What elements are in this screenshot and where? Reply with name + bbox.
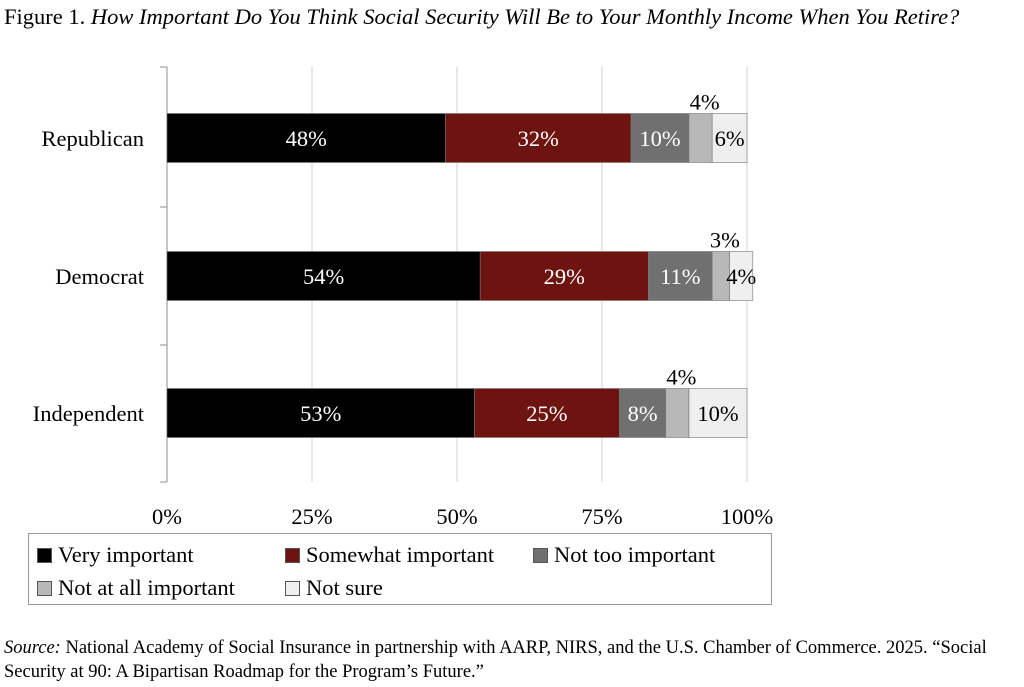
legend-item-not-at-all-important: Not at all important	[37, 574, 235, 602]
data-label: 48%	[286, 126, 327, 151]
legend-item-not-too-important: Not too important	[533, 541, 715, 569]
legend-item-very-important: Very important	[37, 541, 194, 569]
x-tick-label: 75%	[581, 504, 622, 529]
x-tick-label: 100%	[721, 504, 774, 529]
source-note: Source: National Academy of Social Insur…	[4, 636, 1014, 684]
chart-legend: Very important Somewhat important Not to…	[28, 533, 772, 605]
figure-question: How Important Do You Think Social Securi…	[90, 4, 960, 29]
figure-title: Figure 1. How Important Do You Think Soc…	[4, 2, 1014, 31]
legend-item-somewhat-important: Somewhat important	[285, 541, 494, 569]
x-tick-label: 25%	[291, 504, 332, 529]
legend-label: Somewhat important	[306, 542, 495, 567]
bar-segment	[665, 388, 690, 438]
data-label: 53%	[300, 401, 341, 426]
category-label: Democrat	[55, 264, 144, 289]
data-label: 11%	[660, 264, 700, 289]
source-text: National Academy of Social Insurance in …	[4, 638, 987, 682]
data-label: 25%	[526, 401, 567, 426]
legend-label: Not too important	[554, 542, 716, 567]
data-label: 32%	[518, 126, 559, 151]
bar-segment	[688, 388, 748, 438]
bar-segment	[166, 251, 481, 301]
category-label: Republican	[42, 126, 144, 151]
x-tick-label: 50%	[436, 504, 477, 529]
data-label: 3%	[710, 228, 740, 253]
data-label: 6%	[715, 126, 745, 151]
legend-label: Very important	[58, 542, 194, 567]
legend-item-not-sure: Not sure	[285, 574, 383, 602]
legend-label: Not at all important	[58, 575, 235, 600]
bar-segment	[166, 113, 446, 163]
data-label: 54%	[303, 264, 344, 289]
legend-swatch	[37, 580, 52, 596]
figure-label: Figure 1.	[4, 4, 86, 29]
legend-swatch	[285, 547, 300, 563]
data-label: 10%	[697, 401, 738, 426]
data-label: 4%	[726, 264, 756, 289]
bar-segment	[479, 251, 649, 301]
data-label: 8%	[628, 401, 658, 426]
source-label: Source:	[4, 638, 61, 658]
legend-label: Not sure	[306, 575, 383, 600]
x-tick-label: 0%	[152, 504, 182, 529]
bar-segment	[630, 113, 690, 163]
data-label: 10%	[639, 126, 680, 151]
data-label: 4%	[690, 90, 720, 115]
stacked-bar-chart: 0% 25% 50% 75% 100% Republican Democrat Indepen…	[33, 66, 774, 529]
legend-swatch	[533, 547, 548, 563]
bar-segment	[711, 113, 748, 163]
category-label: Independent	[33, 401, 145, 426]
bar-segment	[729, 251, 754, 301]
data-label: 4%	[666, 365, 696, 390]
bar-segment	[166, 388, 475, 438]
data-label: 29%	[544, 264, 585, 289]
bar-segment	[619, 388, 667, 438]
bar-segment	[688, 113, 713, 163]
bar-segment	[474, 388, 620, 438]
legend-swatch	[285, 580, 300, 596]
bar-segment	[648, 251, 713, 301]
legend-swatch	[37, 547, 52, 563]
